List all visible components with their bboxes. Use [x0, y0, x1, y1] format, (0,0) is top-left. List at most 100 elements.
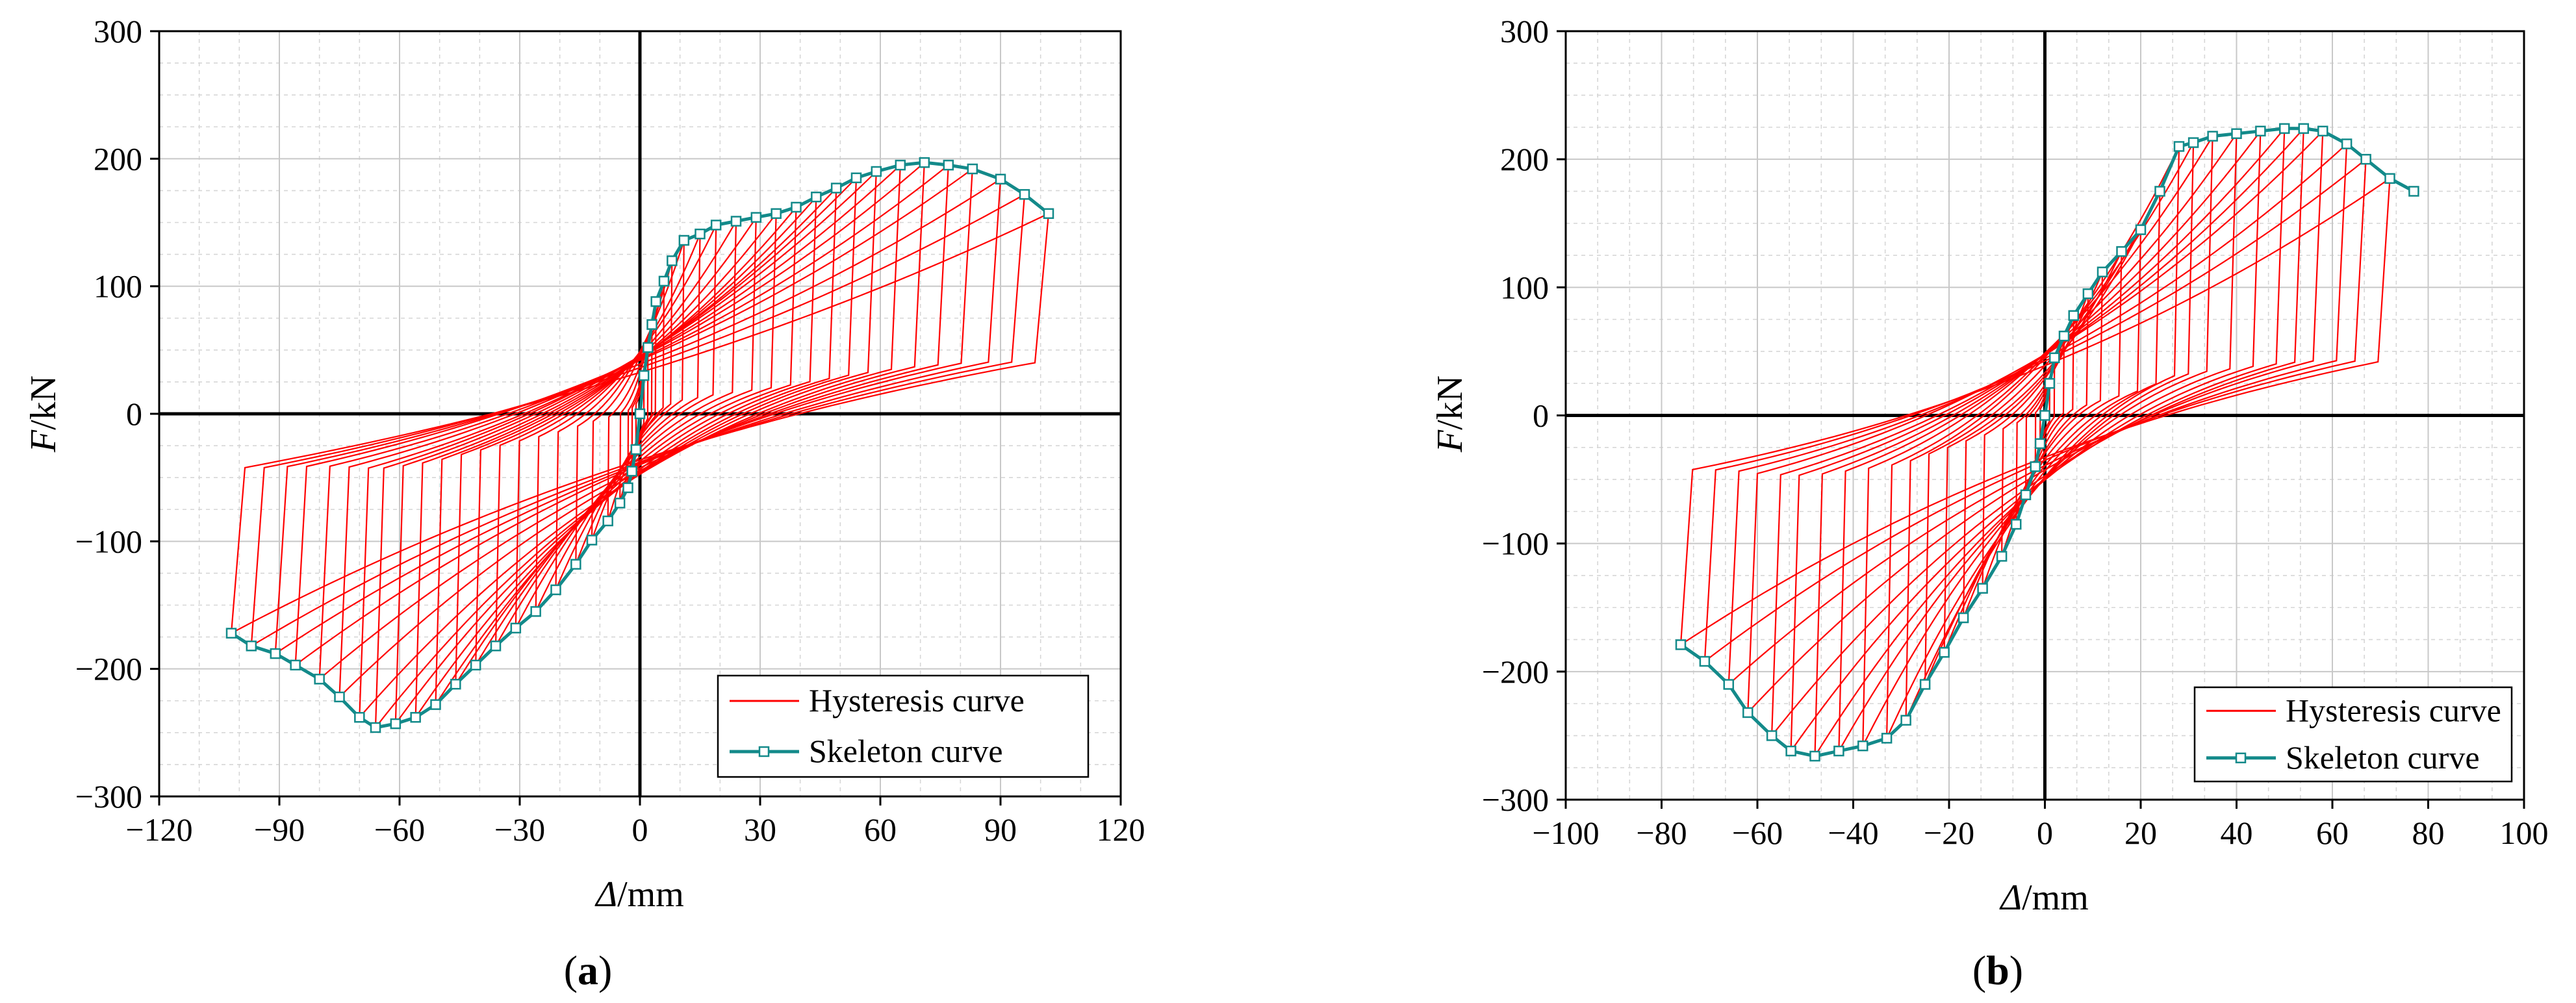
skeleton-curve-point: [1900, 715, 1911, 726]
skeleton-curve-point: [2034, 438, 2046, 450]
skeleton-curve-point: [1742, 707, 1753, 718]
x-tick-label: 60: [2316, 815, 2349, 851]
x-tick-label: 0: [632, 811, 648, 848]
x-tick-label: 60: [864, 811, 897, 848]
y-axis-title: F/kN: [23, 375, 64, 453]
skeleton-curve-point: [2116, 246, 2127, 257]
skeleton-curve-point: [695, 228, 706, 240]
x-tick-label: 120: [1097, 811, 1145, 848]
skeleton-curve-point: [943, 159, 954, 171]
skeleton-curve-point: [650, 296, 661, 307]
skeleton-curve-point: [314, 674, 325, 685]
hysteresis-loop: [414, 186, 837, 720]
y-tick-label: 200: [94, 140, 142, 177]
legend-box: [717, 674, 1090, 778]
skeleton-curve-point: [811, 191, 822, 203]
skeleton-curve-point: [530, 606, 541, 617]
skeleton-curve-point: [1785, 745, 1796, 757]
skeleton-curve-point: [1977, 583, 1988, 594]
skeleton-curve-point: [830, 183, 842, 194]
skeleton-curve-point: [1766, 730, 1778, 741]
skeleton-curve-point: [2082, 288, 2094, 299]
skeleton-curve-point: [1675, 639, 1687, 650]
skeleton-curve-point: [1881, 733, 1893, 744]
skeleton-curve-point: [1809, 750, 1820, 762]
y-tick-label: 300: [94, 13, 142, 49]
skeleton-curve-point: [638, 370, 650, 381]
skeleton-curve-point: [2187, 137, 2199, 148]
y-tick-label: 100: [1500, 269, 1549, 305]
skeleton-curve-point: [410, 712, 421, 723]
x-axis-title: Δ/mm: [594, 874, 684, 915]
skeleton-curve-point: [919, 157, 930, 168]
x-tick-label: −60: [1732, 815, 1783, 851]
skeleton-curve-point: [2255, 125, 2266, 137]
y-tick-label: −100: [75, 523, 142, 559]
y-axis-title: F/kN: [1430, 375, 1470, 453]
skeleton-curve-point: [2207, 131, 2218, 142]
skeleton-curve-point: [2097, 266, 2108, 277]
y-tick-label: −100: [1482, 526, 1549, 562]
skeleton-curve-point: [614, 498, 626, 509]
skeleton-curve-point: [871, 166, 882, 177]
skeleton-curve-point: [2360, 153, 2371, 165]
x-tick-label: 80: [2412, 815, 2445, 851]
y-tick-label: 100: [94, 268, 142, 305]
skeleton-curve-point: [370, 722, 381, 733]
skeleton-curve-point: [470, 659, 481, 671]
legend: Hysteresis curve Skeleton curve: [2193, 686, 2513, 783]
y-tick-label: 300: [1500, 13, 1549, 49]
skeleton-curve-point: [2231, 128, 2242, 139]
panel-label: (a): [564, 947, 613, 993]
skeleton-curve-point: [678, 235, 690, 246]
skeleton-curve-point: [354, 712, 365, 723]
skeleton-curve-point: [2068, 310, 2079, 321]
skeleton-curve-point: [334, 691, 345, 703]
legend-marker: [2235, 752, 2247, 763]
skeleton-curve-point: [2011, 518, 2022, 530]
x-tick-label: 30: [744, 811, 776, 848]
legend-label: Skeleton curve: [2286, 739, 2480, 776]
x-tick-label: 90: [984, 811, 1017, 848]
skeleton-curve-point: [622, 482, 633, 494]
y-tick-label: −300: [75, 778, 142, 815]
skeleton-curve-point: [390, 718, 402, 730]
hysteresis-loop: [294, 167, 974, 667]
skeleton-curve-point: [2030, 461, 2041, 472]
skeleton-curve-point: [667, 255, 678, 266]
hysteresis-loop: [1703, 157, 2367, 663]
x-tick-label: 40: [2221, 815, 2253, 851]
skeleton-curve-point: [430, 699, 441, 710]
skeleton-curve-point: [771, 208, 782, 220]
x-axis-title: Δ/mm: [1999, 878, 2089, 918]
hysteresis-curve-series: [230, 160, 1050, 730]
skeleton-curve-point: [450, 678, 461, 690]
skeleton-curve-point: [2154, 186, 2165, 197]
chart-panel-b: −100 −80 −60 −40 −20 0 20 40 60 80 100−300−200−100…: [1430, 13, 2549, 993]
skeleton-curve-point: [646, 319, 657, 330]
skeleton-curve-point: [2039, 410, 2050, 421]
legend-label: Hysteresis curve: [809, 682, 1025, 718]
hysteresis-loop: [1679, 177, 2391, 646]
x-tick-label: −120: [125, 811, 192, 848]
skeleton-curve-point: [586, 535, 598, 546]
skeleton-curve-point: [2341, 138, 2353, 149]
skeleton-curve-point: [1699, 655, 1711, 667]
y-tick-label: −200: [1482, 654, 1549, 690]
skeleton-curve-point: [510, 622, 522, 634]
skeleton-curve-point: [630, 444, 642, 455]
skeleton-curve-point: [791, 201, 802, 213]
skeleton-curve-point: [730, 216, 742, 227]
skeleton-curve-point: [967, 163, 978, 175]
legend-box: [2193, 686, 2513, 783]
skeleton-curve-point: [2384, 173, 2395, 184]
chart-panel-a: −120 −90 −60 −30 0 30 60 90 120−300−200−10001002…: [23, 13, 1145, 993]
skeleton-curve-point: [710, 220, 722, 231]
skeleton-curve-point: [1857, 740, 1868, 752]
skeleton-curve-point: [634, 408, 646, 420]
skeleton-curve-point: [750, 212, 762, 223]
y-tick-label: 0: [126, 396, 142, 432]
x-tick-label: 100: [2500, 815, 2549, 851]
skeleton-curve-point: [270, 648, 281, 659]
panel-label: (b): [1972, 947, 2023, 993]
